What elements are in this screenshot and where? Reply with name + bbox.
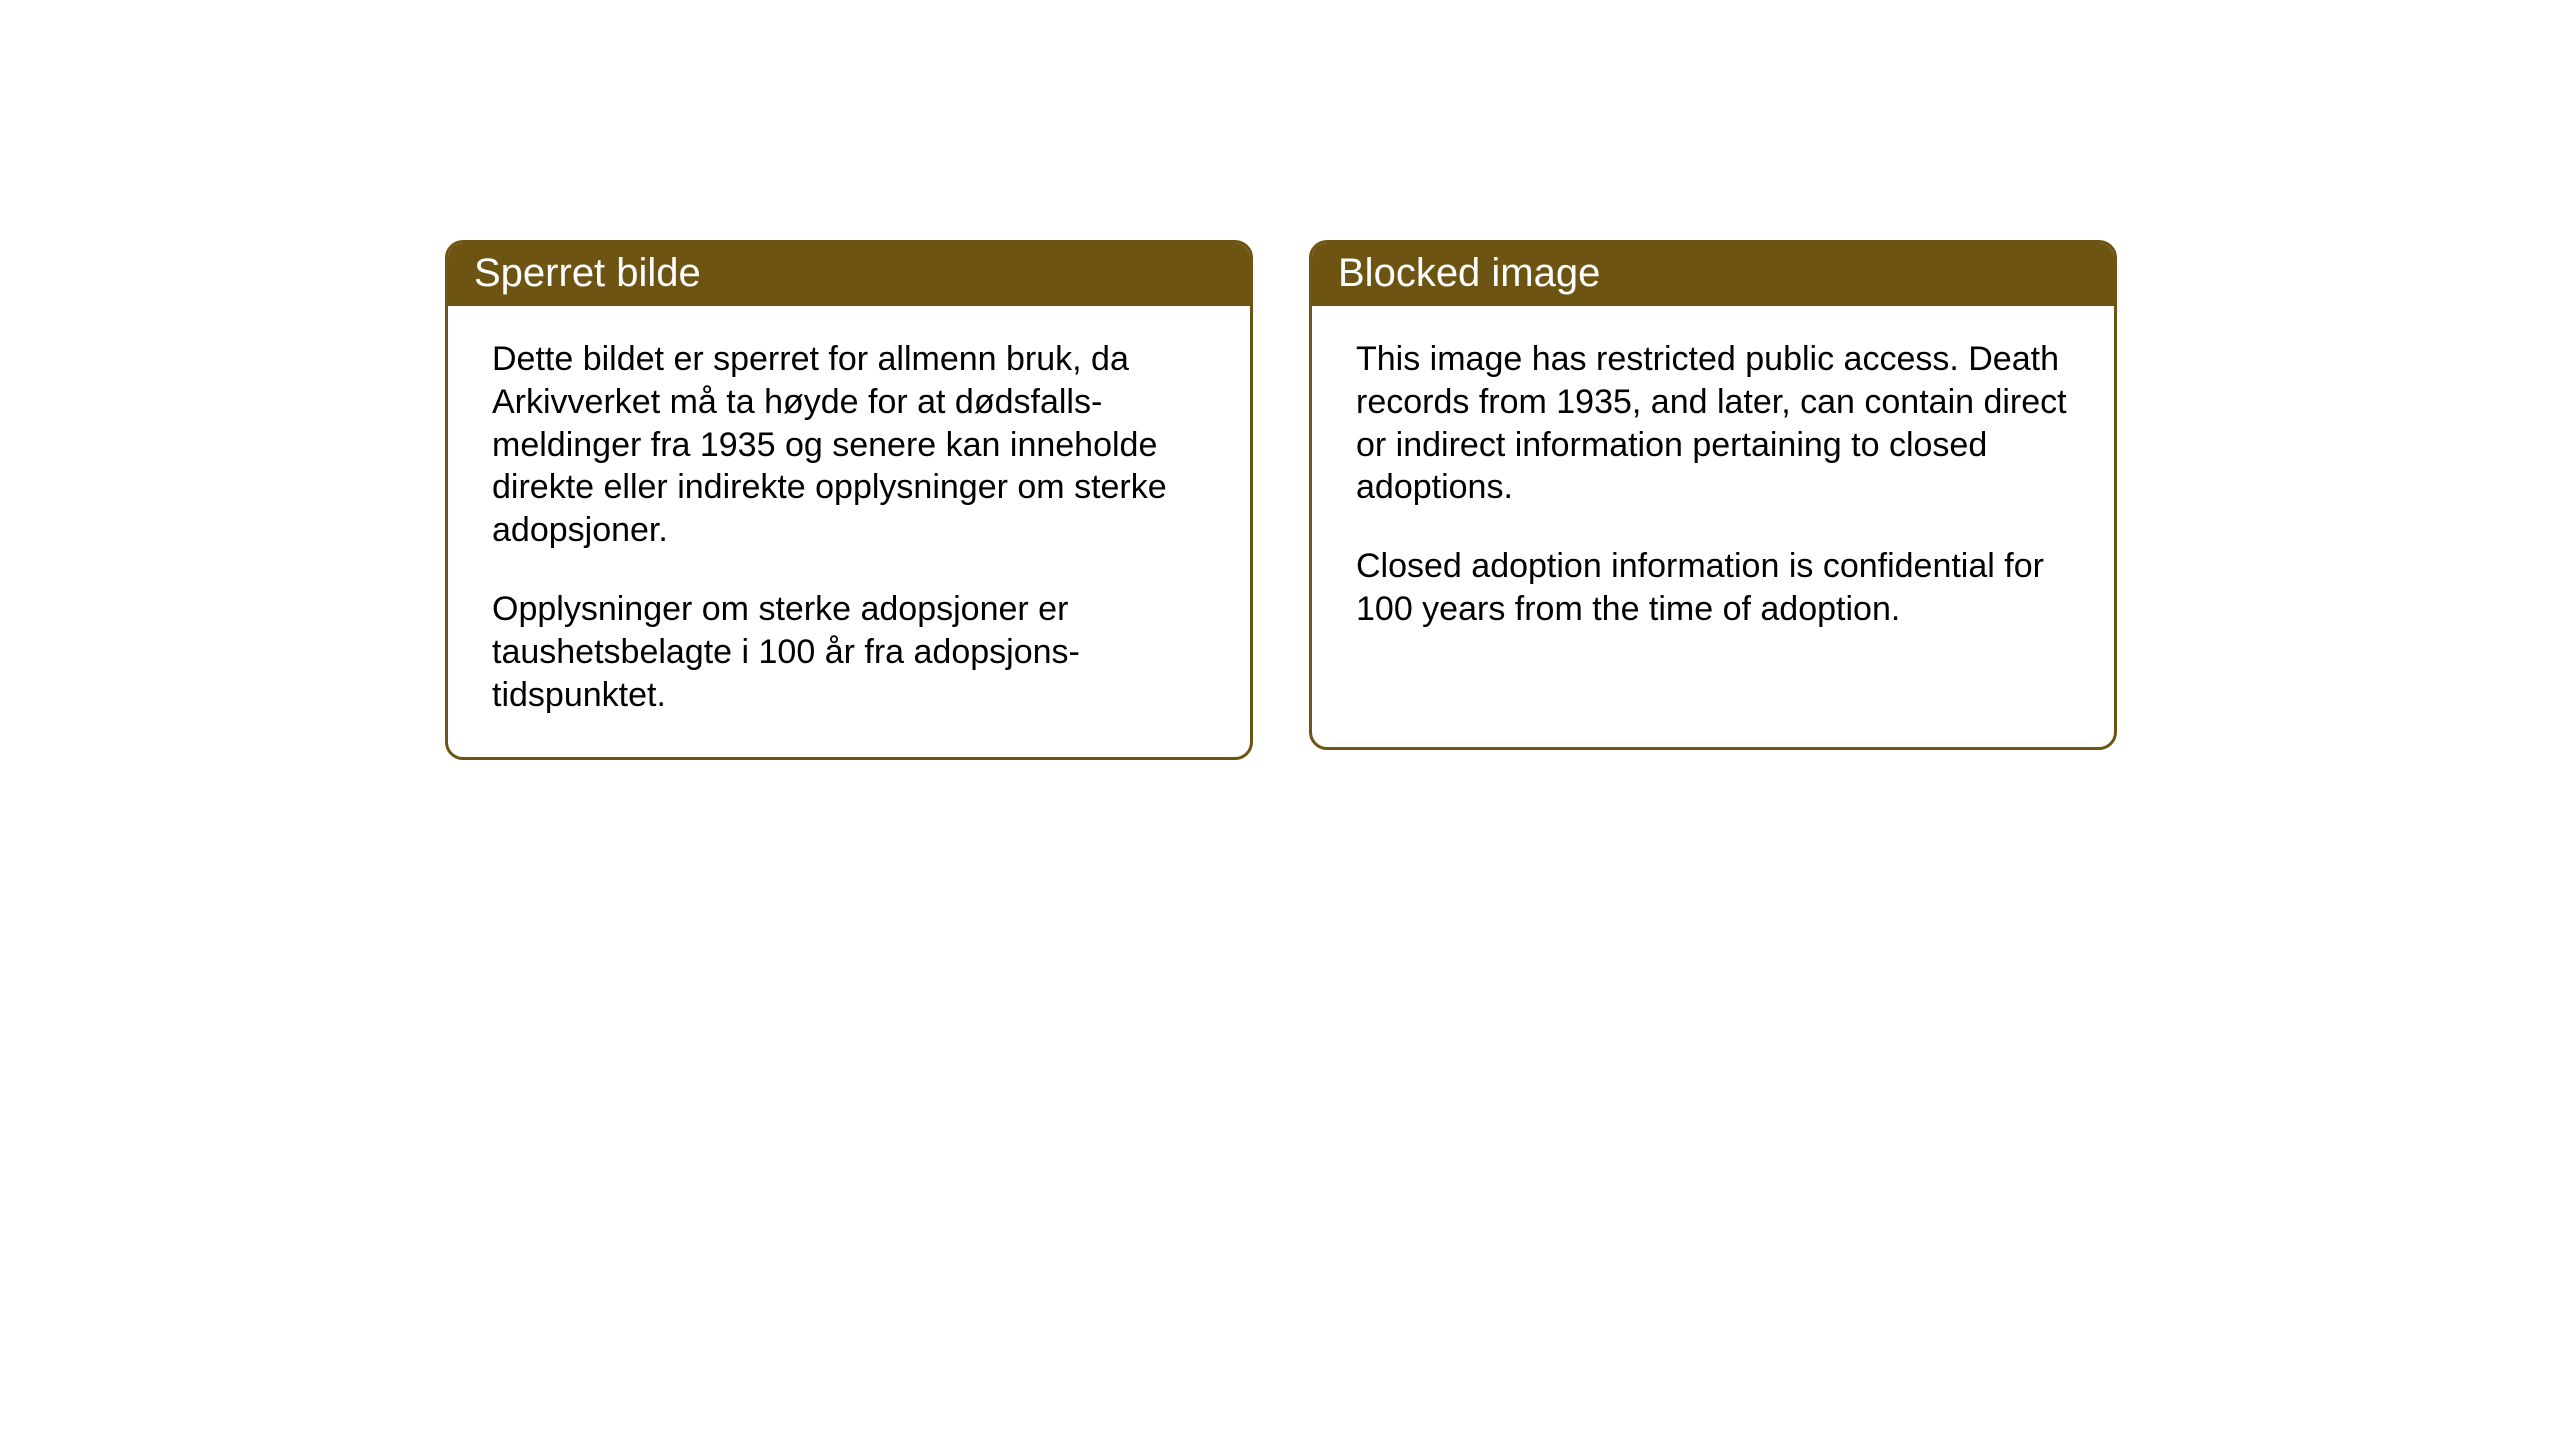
notice-header-english: Blocked image [1312,243,2114,306]
notice-box-norwegian: Sperret bilde Dette bildet er sperret fo… [445,240,1253,760]
notice-paragraph-1-english: This image has restricted public access.… [1356,338,2070,509]
notice-body-english: This image has restricted public access.… [1312,306,2114,671]
notice-header-norwegian: Sperret bilde [448,243,1250,306]
notice-title-english: Blocked image [1338,251,1600,295]
notice-box-english: Blocked image This image has restricted … [1309,240,2117,750]
notice-container: Sperret bilde Dette bildet er sperret fo… [445,240,2117,760]
notice-paragraph-1-norwegian: Dette bildet er sperret for allmenn bruk… [492,338,1206,552]
notice-paragraph-2-norwegian: Opplysninger om sterke adopsjoner er tau… [492,588,1206,716]
notice-title-norwegian: Sperret bilde [474,251,701,295]
notice-paragraph-2-english: Closed adoption information is confident… [1356,545,2070,631]
notice-body-norwegian: Dette bildet er sperret for allmenn bruk… [448,306,1250,757]
